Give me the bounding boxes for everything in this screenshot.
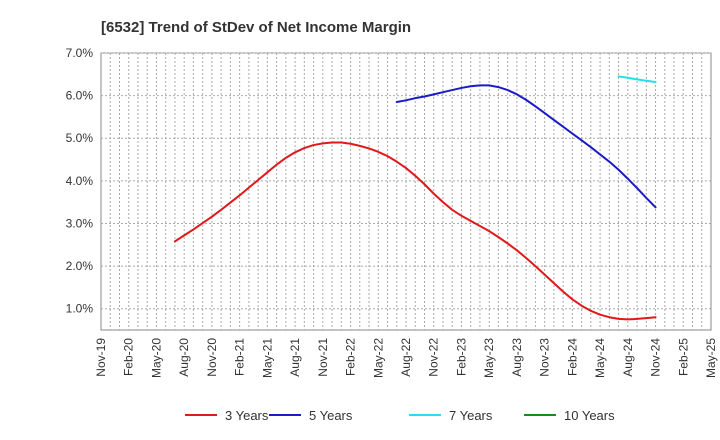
series-line-5-years — [395, 84, 657, 209]
x-tick-label: Feb-23 — [454, 338, 468, 376]
y-tick-label: 7.0% — [66, 46, 94, 60]
x-tick-label: Aug-22 — [399, 338, 413, 377]
x-tick-label: Feb-22 — [344, 338, 358, 376]
x-tick-label: Feb-25 — [676, 338, 690, 376]
x-tick-label: May-22 — [371, 338, 385, 378]
plot-area — [100, 52, 712, 331]
x-tick-label: Nov-20 — [205, 338, 219, 377]
x-tick-label: May-20 — [149, 338, 163, 378]
y-tick-label: 5.0% — [66, 131, 94, 145]
x-tick-label: Feb-20 — [122, 338, 136, 376]
x-tick-label: Aug-21 — [288, 338, 302, 377]
x-tick-label: Nov-19 — [94, 338, 108, 377]
x-tick-label: Feb-21 — [233, 338, 247, 376]
legend: 3 Years 5 Years 7 Years 10 Years — [185, 408, 615, 423]
y-tick-label: 2.0% — [66, 259, 94, 273]
series-lines — [173, 75, 657, 321]
x-tick-label: Nov-23 — [538, 338, 552, 377]
x-tick-label: Aug-23 — [510, 338, 524, 377]
chart-title: [6532] Trend of StDev of Net Income Marg… — [101, 19, 411, 36]
y-axis-ticks: 1.0% 2.0% 3.0% 4.0% 5.0% 6.0% 7.0% — [66, 46, 94, 316]
x-tick-label: May-23 — [482, 338, 496, 378]
x-tick-label: Feb-24 — [565, 338, 579, 376]
legend-label: 7 Years — [449, 408, 493, 423]
x-tick-label: Nov-22 — [427, 338, 441, 377]
grid — [101, 52, 711, 330]
y-tick-label: 6.0% — [66, 89, 94, 103]
x-axis-ticks: Nov-19 Feb-20 May-20 Aug-20 Nov-20 Feb-21 May-… — [94, 338, 718, 378]
series-line-7-years — [617, 75, 657, 83]
x-tick-label: Aug-24 — [621, 338, 635, 377]
legend-label: 5 Years — [309, 408, 353, 423]
legend-label: 10 Years — [564, 408, 615, 423]
x-tick-label: Nov-21 — [316, 338, 330, 377]
x-tick-label: Aug-20 — [177, 338, 191, 377]
x-tick-label: May-21 — [260, 338, 274, 378]
y-tick-label: 3.0% — [66, 216, 94, 230]
y-tick-label: 4.0% — [66, 174, 94, 188]
y-tick-label: 1.0% — [66, 302, 94, 316]
legend-label: 3 Years — [225, 408, 269, 423]
x-tick-label: Nov-24 — [649, 338, 663, 377]
x-tick-label: May-24 — [593, 338, 607, 378]
x-tick-label: May-25 — [704, 338, 718, 378]
series-line-3-years — [173, 141, 657, 321]
